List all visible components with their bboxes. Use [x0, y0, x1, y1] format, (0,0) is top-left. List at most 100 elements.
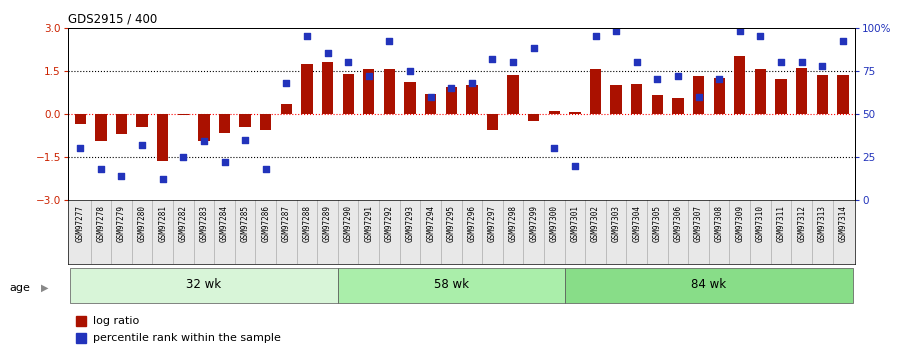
- Bar: [445, 87, 457, 114]
- Text: GSM97304: GSM97304: [633, 205, 642, 242]
- Text: GSM97309: GSM97309: [735, 205, 744, 242]
- Point: [506, 59, 520, 65]
- Text: GSM97281: GSM97281: [158, 205, 167, 242]
- Point: [259, 166, 273, 172]
- Text: GSM97288: GSM97288: [302, 205, 311, 242]
- FancyBboxPatch shape: [70, 268, 338, 303]
- Point: [320, 51, 335, 56]
- Point: [464, 80, 479, 86]
- Bar: [837, 75, 849, 114]
- Bar: [198, 114, 210, 141]
- Bar: [76, 333, 86, 343]
- Text: log ratio: log ratio: [93, 316, 139, 326]
- Bar: [755, 69, 766, 114]
- Bar: [816, 75, 828, 114]
- Text: GSM97286: GSM97286: [262, 205, 271, 242]
- Point: [382, 39, 396, 44]
- Bar: [528, 114, 539, 121]
- Text: 32 wk: 32 wk: [186, 278, 222, 291]
- Bar: [384, 69, 395, 114]
- Point: [547, 146, 561, 151]
- Bar: [466, 85, 478, 114]
- Text: GSM97290: GSM97290: [344, 205, 353, 242]
- Text: GSM97299: GSM97299: [529, 205, 538, 242]
- Bar: [487, 114, 498, 130]
- Text: GSM97310: GSM97310: [756, 205, 765, 242]
- Text: age: age: [9, 283, 30, 293]
- Text: GSM97312: GSM97312: [797, 205, 806, 242]
- Text: GSM97279: GSM97279: [117, 205, 126, 242]
- Bar: [508, 75, 519, 114]
- Bar: [95, 114, 107, 141]
- Point: [691, 94, 706, 99]
- Bar: [281, 104, 292, 114]
- Bar: [548, 111, 560, 114]
- Point: [527, 46, 541, 51]
- Text: GSM97302: GSM97302: [591, 205, 600, 242]
- Point: [732, 28, 747, 34]
- Point: [93, 166, 108, 172]
- Text: GSM97296: GSM97296: [467, 205, 476, 242]
- Text: GSM97287: GSM97287: [281, 205, 291, 242]
- Text: 58 wk: 58 wk: [433, 278, 469, 291]
- Bar: [74, 114, 86, 124]
- Text: GSM97284: GSM97284: [220, 205, 229, 242]
- Point: [135, 142, 149, 148]
- Point: [156, 177, 170, 182]
- Point: [609, 28, 624, 34]
- Point: [835, 39, 850, 44]
- Bar: [590, 69, 601, 114]
- Bar: [342, 73, 354, 114]
- Bar: [137, 114, 148, 127]
- Point: [217, 159, 232, 165]
- Point: [114, 173, 129, 179]
- Point: [712, 77, 727, 82]
- FancyBboxPatch shape: [565, 268, 853, 303]
- Bar: [569, 112, 581, 114]
- Point: [588, 33, 603, 39]
- Point: [403, 68, 417, 73]
- Text: GSM97277: GSM97277: [76, 205, 85, 242]
- Point: [815, 63, 830, 68]
- Text: GSM97301: GSM97301: [570, 205, 579, 242]
- Text: GSM97278: GSM97278: [96, 205, 105, 242]
- Bar: [734, 56, 746, 114]
- Bar: [405, 82, 415, 114]
- Point: [279, 80, 293, 86]
- Point: [630, 59, 644, 65]
- Text: GSM97280: GSM97280: [138, 205, 147, 242]
- Point: [567, 163, 582, 168]
- Text: GSM97313: GSM97313: [818, 205, 827, 242]
- FancyBboxPatch shape: [338, 268, 565, 303]
- Bar: [116, 114, 127, 134]
- Bar: [713, 78, 725, 114]
- Text: GSM97293: GSM97293: [405, 205, 414, 242]
- Bar: [776, 79, 786, 114]
- Point: [176, 154, 191, 160]
- Bar: [240, 114, 251, 127]
- Bar: [796, 68, 807, 114]
- Point: [795, 59, 809, 65]
- Text: percentile rank within the sample: percentile rank within the sample: [93, 333, 281, 343]
- Bar: [425, 94, 436, 114]
- Point: [341, 59, 356, 65]
- Text: GSM97311: GSM97311: [776, 205, 786, 242]
- Bar: [672, 98, 683, 114]
- Text: GSM97291: GSM97291: [365, 205, 373, 242]
- Text: GSM97300: GSM97300: [550, 205, 558, 242]
- Point: [73, 146, 88, 151]
- Text: GDS2915 / 400: GDS2915 / 400: [68, 12, 157, 25]
- Point: [196, 139, 211, 144]
- Point: [650, 77, 664, 82]
- Text: GSM97292: GSM97292: [385, 205, 394, 242]
- Text: GSM97282: GSM97282: [179, 205, 188, 242]
- Text: GSM97294: GSM97294: [426, 205, 435, 242]
- Bar: [301, 63, 312, 114]
- Bar: [260, 114, 271, 130]
- Text: GSM97285: GSM97285: [241, 205, 250, 242]
- Point: [444, 85, 459, 91]
- Bar: [76, 316, 86, 326]
- Text: GSM97314: GSM97314: [838, 205, 847, 242]
- Text: GSM97306: GSM97306: [673, 205, 682, 242]
- Text: ▶: ▶: [41, 283, 48, 293]
